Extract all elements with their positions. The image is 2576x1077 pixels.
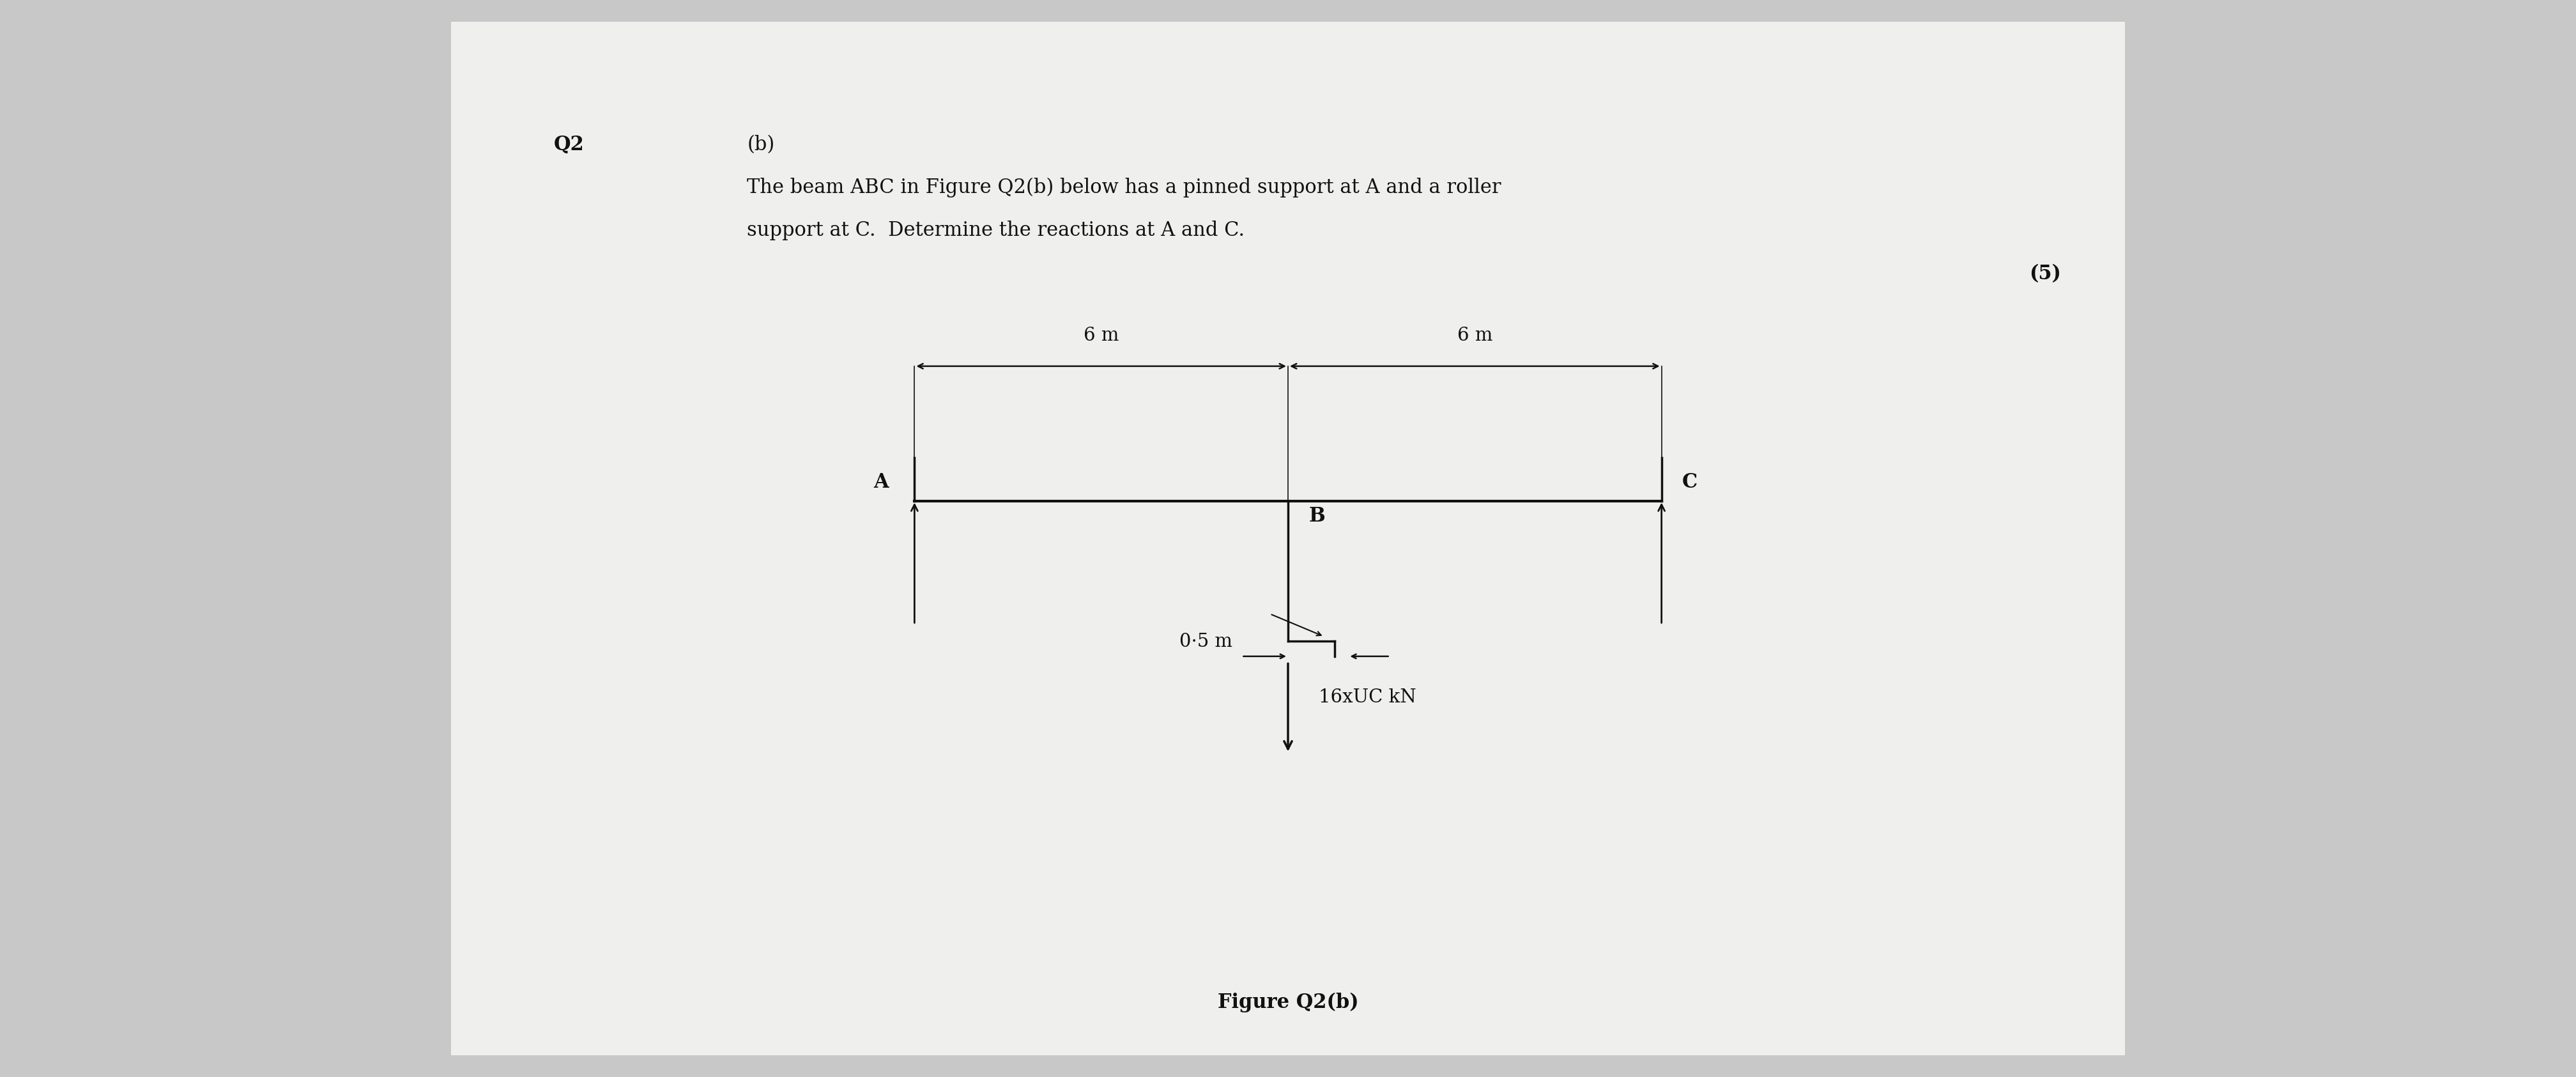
Text: 0·5 m: 0·5 m [1180,633,1231,651]
Text: (b): (b) [747,135,775,154]
Text: A: A [873,473,889,492]
Text: 16xUC kN: 16xUC kN [1319,688,1417,707]
FancyBboxPatch shape [451,22,2125,1055]
Text: Q2: Q2 [554,135,585,154]
Text: support at C.  Determine the reactions at A and C.: support at C. Determine the reactions at… [747,221,1244,240]
Text: (5): (5) [2030,264,2061,283]
Text: 6 m: 6 m [1458,326,1492,345]
Text: Figure Q2(b): Figure Q2(b) [1218,992,1358,1012]
Text: The beam ABC in Figure Q2(b) below has a pinned support at A and a roller: The beam ABC in Figure Q2(b) below has a… [747,178,1502,198]
Text: C: C [1682,473,1698,492]
Text: 6 m: 6 m [1084,326,1118,345]
Text: B: B [1309,506,1324,526]
